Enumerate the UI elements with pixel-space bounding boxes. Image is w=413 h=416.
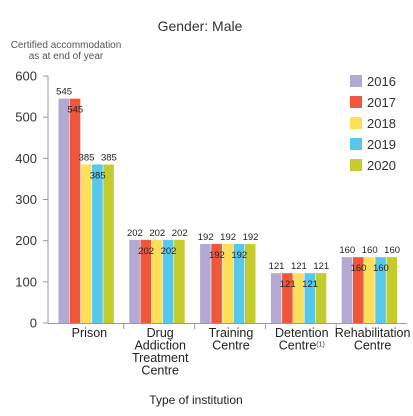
data-label: 202 bbox=[127, 228, 143, 239]
category-label: Detention bbox=[275, 326, 329, 340]
data-label: 385 bbox=[79, 153, 95, 164]
legend-swatch bbox=[350, 159, 362, 171]
data-label: 160 bbox=[339, 245, 355, 256]
legend-item: 2016 bbox=[350, 74, 396, 89]
legend-swatch bbox=[350, 138, 362, 150]
data-label: 192 bbox=[231, 250, 247, 261]
data-label: 192 bbox=[220, 232, 236, 243]
category-label: Centre bbox=[354, 339, 392, 353]
category-label: Centre bbox=[141, 364, 179, 378]
bar bbox=[270, 273, 282, 323]
bar bbox=[304, 273, 316, 323]
bar bbox=[174, 239, 185, 323]
data-label: 202 bbox=[138, 246, 154, 257]
category-label: Drug bbox=[147, 326, 174, 340]
chart-title: Gender: Male bbox=[158, 18, 243, 34]
bars bbox=[58, 98, 398, 324]
data-label: 202 bbox=[149, 228, 165, 239]
bar bbox=[352, 257, 364, 323]
legend-swatch bbox=[350, 117, 362, 129]
data-label: 192 bbox=[243, 232, 259, 243]
bar bbox=[282, 273, 293, 323]
category-label: Centre bbox=[212, 339, 250, 353]
y-tick-label: 300 bbox=[15, 192, 37, 207]
data-label: 160 bbox=[384, 245, 400, 256]
legend-label: 2016 bbox=[367, 74, 396, 89]
x-axis-label: Type of institution bbox=[149, 393, 242, 407]
data-label: 160 bbox=[373, 263, 389, 274]
bar bbox=[315, 273, 327, 323]
legend-item: 2018 bbox=[350, 116, 396, 131]
bar bbox=[293, 273, 304, 323]
y-tick-label: 400 bbox=[15, 151, 37, 166]
bar bbox=[151, 239, 163, 323]
bar bbox=[200, 243, 211, 323]
legend-label: 2019 bbox=[367, 137, 396, 152]
legend-swatch bbox=[350, 96, 362, 108]
bar bbox=[386, 257, 398, 323]
y-axis-label-line1: Certified accommodation bbox=[11, 40, 122, 51]
legend-item: 2019 bbox=[350, 137, 396, 152]
data-label: 545 bbox=[67, 105, 83, 116]
bar bbox=[222, 243, 234, 323]
bar bbox=[129, 239, 140, 323]
y-axis: 0 100 200 300 400 500 600 bbox=[15, 69, 407, 331]
data-label: 121 bbox=[313, 261, 329, 272]
bar bbox=[80, 164, 92, 323]
category-label: Training bbox=[209, 326, 254, 340]
data-labels: 545 545 385 385 385 202 202 202 202 202 192 192 192 1… bbox=[56, 87, 400, 291]
bar bbox=[92, 164, 103, 323]
data-label: 192 bbox=[198, 232, 214, 243]
legend-swatch bbox=[350, 75, 362, 87]
legend-item: 2020 bbox=[350, 158, 396, 173]
data-label: 160 bbox=[362, 245, 378, 256]
bar bbox=[341, 257, 353, 323]
bar bbox=[233, 243, 245, 323]
data-label: 385 bbox=[101, 153, 117, 164]
bar bbox=[364, 257, 375, 323]
category-label: Prison bbox=[72, 326, 107, 340]
bar bbox=[244, 243, 256, 323]
legend-item: 2017 bbox=[350, 95, 396, 110]
data-label: 121 bbox=[280, 279, 296, 290]
data-label: 121 bbox=[269, 261, 285, 272]
y-tick-label: 100 bbox=[15, 274, 37, 289]
category-label: Centre(1) bbox=[279, 339, 325, 353]
data-label: 202 bbox=[172, 228, 188, 239]
bar bbox=[69, 98, 81, 324]
category-label: Treatment bbox=[132, 351, 189, 365]
x-axis: Prison DrugAddictionTreatmentCentreTraini… bbox=[72, 323, 411, 378]
category-footnote: (1) bbox=[316, 342, 325, 349]
data-label: 160 bbox=[351, 263, 367, 274]
bar bbox=[162, 239, 174, 323]
legend: 2016 2017 2018 2019 2020 bbox=[350, 74, 396, 173]
category-label: Rehabilitation bbox=[335, 326, 411, 340]
data-label: 202 bbox=[161, 246, 177, 257]
bar bbox=[211, 243, 222, 323]
category-label: Addiction bbox=[134, 339, 185, 353]
data-label: 121 bbox=[302, 279, 318, 290]
legend-label: 2020 bbox=[367, 158, 396, 173]
data-label: 192 bbox=[209, 250, 225, 261]
data-label: 545 bbox=[56, 87, 72, 98]
bar bbox=[140, 239, 152, 323]
y-axis-label-line2: as at end of year bbox=[29, 51, 104, 62]
data-label: 121 bbox=[291, 261, 307, 272]
legend-label: 2018 bbox=[367, 116, 396, 131]
y-tick-label: 500 bbox=[15, 110, 37, 125]
y-tick-label: 200 bbox=[15, 233, 37, 248]
bar bbox=[103, 164, 114, 323]
bar bbox=[58, 98, 70, 324]
legend-label: 2017 bbox=[367, 95, 396, 110]
y-tick-label: 0 bbox=[30, 316, 37, 331]
bar bbox=[375, 257, 386, 323]
y-tick-label: 600 bbox=[15, 69, 37, 84]
data-label: 385 bbox=[90, 171, 106, 182]
